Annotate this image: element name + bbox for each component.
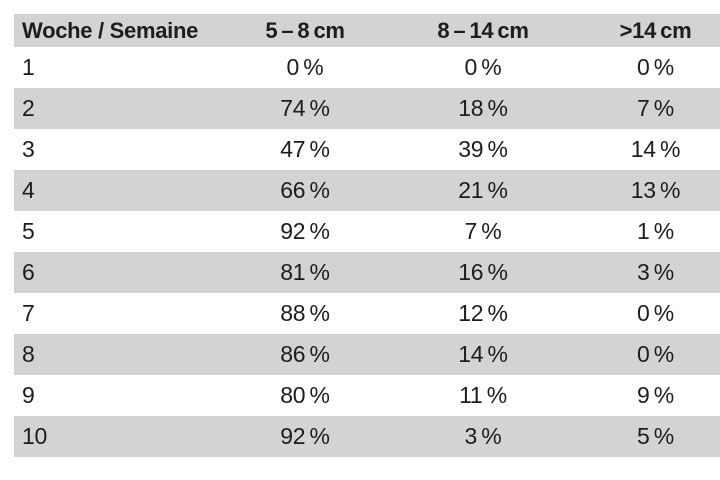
percentage-cell: 0 %: [286, 54, 324, 80]
week-number-cell: 9: [22, 382, 35, 408]
header-8-14cm: 8 – 14 cm: [437, 17, 529, 43]
table-body: 1 0 % 0 % 0 % 2 74 % 18 % 7 % 3 47 % 39 % 14 % 4 66 %…: [14, 47, 720, 457]
table-row: 3 47 % 39 % 14 %: [14, 129, 720, 170]
table-header: Woche / Semaine 5 – 8 cm 8 – 14 cm >14 c…: [14, 14, 720, 47]
percentage-cell: 47 %: [280, 136, 330, 162]
week-size-percentage-table: Woche / Semaine 5 – 8 cm 8 – 14 cm >14 c…: [14, 14, 720, 457]
percentage-cell: 1 %: [637, 218, 674, 244]
percentage-cell: 16 %: [458, 259, 508, 285]
week-number-cell: 8: [22, 341, 35, 367]
week-number-cell: 2: [22, 95, 35, 121]
percentage-cell: 12 %: [458, 300, 508, 326]
percentage-cell: 0 %: [637, 341, 674, 367]
week-number-cell: 1: [22, 54, 35, 80]
table-row: 5 92 % 7 % 1 %: [14, 211, 720, 252]
percentage-cell: 74 %: [280, 95, 330, 121]
table-row: 8 86 % 14 % 0 %: [14, 334, 720, 375]
percentage-cell: 14 %: [630, 136, 681, 162]
table-row: 4 66 % 21 % 13 %: [14, 170, 720, 211]
week-number-cell: 10: [22, 423, 47, 449]
header-gt-14cm: >14 cm: [619, 17, 692, 43]
percentage-cell: 5 %: [637, 423, 674, 449]
week-number-cell: 6: [22, 259, 35, 285]
table-row: 1 0 % 0 % 0 %: [14, 47, 720, 88]
week-number-cell: 5: [22, 218, 35, 244]
percentage-cell: 9 %: [637, 382, 674, 408]
percentage-cell: 39 %: [458, 136, 508, 162]
week-number-cell: 3: [22, 136, 35, 162]
header-week-semaine: Woche / Semaine: [22, 17, 199, 43]
percentage-cell: 88 %: [280, 300, 330, 326]
percentage-cell: 11 %: [459, 382, 507, 408]
header-5-8cm: 5 – 8 cm: [265, 17, 345, 43]
percentage-cell: 66 %: [280, 177, 330, 203]
week-number-cell: 7: [22, 300, 35, 326]
table-row: 6 81 % 16 % 3 %: [14, 252, 720, 293]
percentage-cell: 7 %: [464, 218, 502, 244]
percentage-cell: 86 %: [280, 341, 330, 367]
percentage-cell: 3 %: [464, 423, 502, 449]
percentage-cell: 3 %: [637, 259, 674, 285]
percentage-cell: 0 %: [637, 300, 674, 326]
percentage-cell: 21 %: [458, 177, 508, 203]
percentage-cell: 7 %: [637, 95, 674, 121]
percentage-cell: 92 %: [280, 218, 330, 244]
percentage-cell: 0 %: [637, 54, 674, 80]
percentage-cell: 14 %: [458, 341, 508, 367]
week-number-cell: 4: [22, 177, 35, 203]
table-header-row: Woche / Semaine 5 – 8 cm 8 – 14 cm >14 c…: [14, 14, 720, 47]
percentage-cell: 92 %: [280, 423, 330, 449]
percentage-cell: 18 %: [458, 95, 508, 121]
table-row: 7 88 % 12 % 0 %: [14, 293, 720, 334]
percentage-cell: 81 %: [280, 259, 330, 285]
table-row: 2 74 % 18 % 7 %: [14, 88, 720, 129]
table-row: 10 92 % 3 % 5 %: [14, 416, 720, 457]
table-row: 9 80 % 11 % 9 %: [14, 375, 720, 416]
percentage-cell: 0 %: [464, 54, 502, 80]
percentage-cell: 80 %: [280, 382, 330, 408]
percentage-cell: 13 %: [630, 177, 681, 203]
